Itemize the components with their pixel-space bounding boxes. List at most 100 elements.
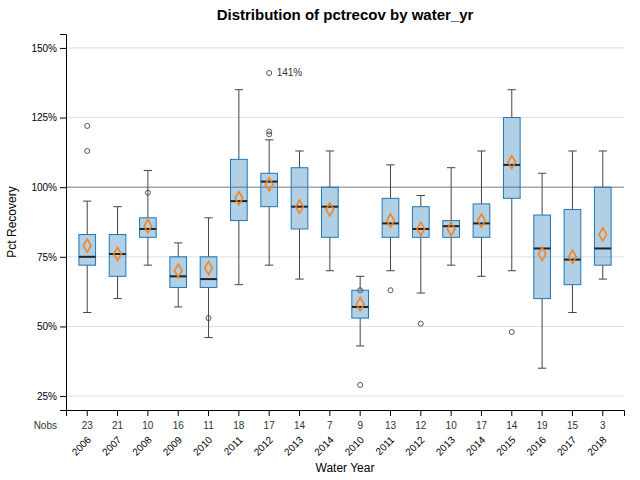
- box: [140, 218, 157, 237]
- box-group: [382, 165, 399, 293]
- box-group: [261, 129, 278, 265]
- box: [594, 187, 611, 265]
- whisker-cap: [326, 270, 334, 271]
- median: [140, 228, 157, 230]
- x-tick-label: 2011: [373, 434, 396, 457]
- y-tick-label: 150%: [31, 43, 57, 54]
- x-tick-mark: [147, 410, 148, 416]
- whisker-cap: [326, 150, 334, 151]
- x-tick: 2012: [403, 410, 427, 458]
- whisker: [117, 207, 118, 235]
- chart: 25%50%75%100%125%150%2006200720082009201…: [0, 0, 640, 480]
- x-tick-label: 2007: [100, 434, 124, 458]
- whisker: [87, 265, 88, 312]
- y-axis-line: [60, 35, 67, 411]
- mean: [83, 239, 91, 252]
- grid-line: [66, 326, 624, 327]
- whisker-cap: [144, 265, 152, 266]
- x-tick-label: 2006: [70, 434, 94, 458]
- whisker: [269, 207, 270, 265]
- x-tick-mark: [117, 410, 118, 416]
- whisker: [360, 318, 361, 346]
- whisker: [238, 221, 239, 285]
- x-tick-label: 2014: [312, 434, 336, 458]
- whisker-cap: [235, 284, 243, 285]
- box-group: [321, 151, 338, 271]
- whisker: [329, 151, 330, 187]
- whisker-cap: [447, 265, 455, 266]
- box-group: [352, 276, 369, 387]
- mean: [114, 247, 122, 260]
- whisker-cap: [174, 242, 182, 243]
- nobs-value: 17: [264, 420, 276, 431]
- median: [231, 200, 248, 202]
- x-tick: 2010: [191, 410, 215, 458]
- x-tick-mark: [178, 410, 179, 416]
- mean: [356, 298, 364, 311]
- box-group: [109, 207, 126, 299]
- x-tick-mark: [420, 410, 421, 416]
- x-tick: 2018: [585, 410, 609, 458]
- median: [261, 181, 278, 183]
- whisker: [542, 173, 543, 215]
- x-tick-mark: [299, 410, 300, 416]
- y-tick-label: 50%: [37, 321, 57, 332]
- x-tick-label: 2010: [343, 434, 367, 458]
- median: [594, 247, 611, 249]
- whisker: [147, 237, 148, 265]
- nobs-value: 14: [294, 420, 306, 431]
- x-tick: 2007: [100, 410, 124, 458]
- nobs-value: 11: [203, 420, 214, 431]
- box-group: [170, 243, 187, 307]
- x-tick: 2010: [343, 410, 367, 458]
- whisker-cap: [508, 89, 516, 90]
- whisker-cap: [83, 201, 91, 202]
- x-axis-title: Water Year: [316, 461, 375, 475]
- x-tick-label: 2013: [282, 434, 306, 458]
- x-tick: 2006: [70, 410, 94, 458]
- flier: [267, 70, 272, 75]
- whisker-cap: [568, 312, 576, 313]
- mean: [174, 264, 182, 277]
- nobs-value: 14: [506, 420, 518, 431]
- mean: [447, 222, 455, 235]
- x-tick: 2008: [130, 410, 154, 458]
- box-group: [412, 196, 429, 327]
- grid-line: [66, 187, 624, 188]
- whisker-cap: [417, 293, 425, 294]
- mean: [538, 247, 546, 260]
- grid-line: [66, 396, 624, 397]
- nobs-value: 15: [567, 420, 579, 431]
- whisker: [451, 168, 452, 221]
- x-tick-label: 2017: [555, 434, 579, 458]
- mean: [205, 261, 213, 274]
- reference-line: [66, 187, 624, 188]
- whisker: [208, 218, 209, 257]
- median: [473, 222, 490, 224]
- box: [412, 207, 429, 238]
- whisker: [269, 140, 270, 173]
- x-tick-label: 2018: [585, 434, 609, 458]
- whisker: [481, 237, 482, 276]
- median: [382, 222, 399, 224]
- whisker: [299, 229, 300, 279]
- x-tick-label: 2011: [222, 434, 245, 457]
- box-group: [443, 168, 460, 265]
- whisker: [329, 237, 330, 270]
- y-tick-mark: [60, 257, 66, 258]
- box: [109, 235, 126, 277]
- nobs-value: 19: [537, 420, 549, 431]
- x-tick-label: 2013: [434, 434, 458, 458]
- nobs-value: 17: [476, 420, 488, 431]
- median: [79, 256, 96, 258]
- marks: [66, 70, 624, 387]
- median: [503, 164, 520, 166]
- flier: [358, 288, 363, 293]
- x-tick-mark: [238, 410, 239, 416]
- box-group: [473, 151, 490, 276]
- x-tick: 2013: [434, 410, 458, 458]
- x-tick-mark: [208, 410, 209, 416]
- box: [261, 173, 278, 206]
- plot: 25%50%75%100%125%150%2006200720082009201…: [5, 6, 625, 475]
- whisker-cap: [508, 270, 516, 271]
